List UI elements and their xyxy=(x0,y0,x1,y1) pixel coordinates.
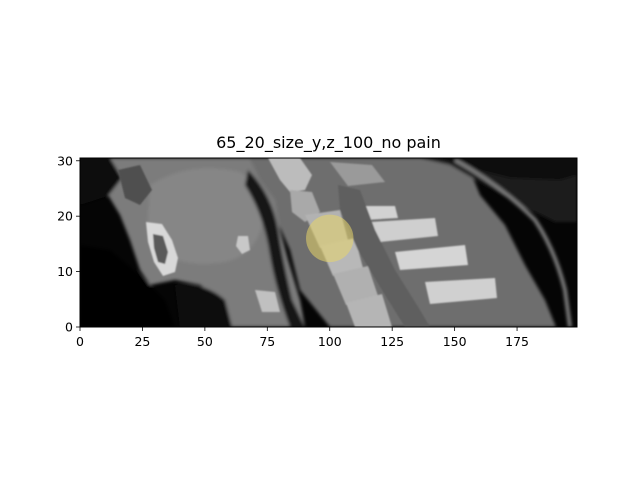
x-tick-label: 25 xyxy=(134,334,150,349)
ct-scan-image xyxy=(80,158,577,327)
x-tick-label: 75 xyxy=(259,334,275,349)
x-tick-label: 0 xyxy=(76,334,84,349)
x-axis: 0 25 50 75 100 125 150 175 xyxy=(76,327,529,349)
y-tick-label: 0 xyxy=(65,320,73,335)
y-tick-label: 20 xyxy=(57,209,73,224)
x-tick-label: 100 xyxy=(318,334,342,349)
y-tick-label: 10 xyxy=(57,264,73,279)
x-tick-label: 50 xyxy=(197,334,213,349)
roi-highlight-circle xyxy=(306,214,354,263)
y-tick-label: 30 xyxy=(57,153,73,168)
y-axis: 0 10 20 30 xyxy=(57,153,80,335)
x-tick-label: 125 xyxy=(380,334,404,349)
figure-title: 65_20_size_y,z_100_no pain xyxy=(216,133,441,152)
plot-frame xyxy=(79,157,578,328)
x-tick-label: 150 xyxy=(443,334,467,349)
x-tick-label: 175 xyxy=(505,334,529,349)
